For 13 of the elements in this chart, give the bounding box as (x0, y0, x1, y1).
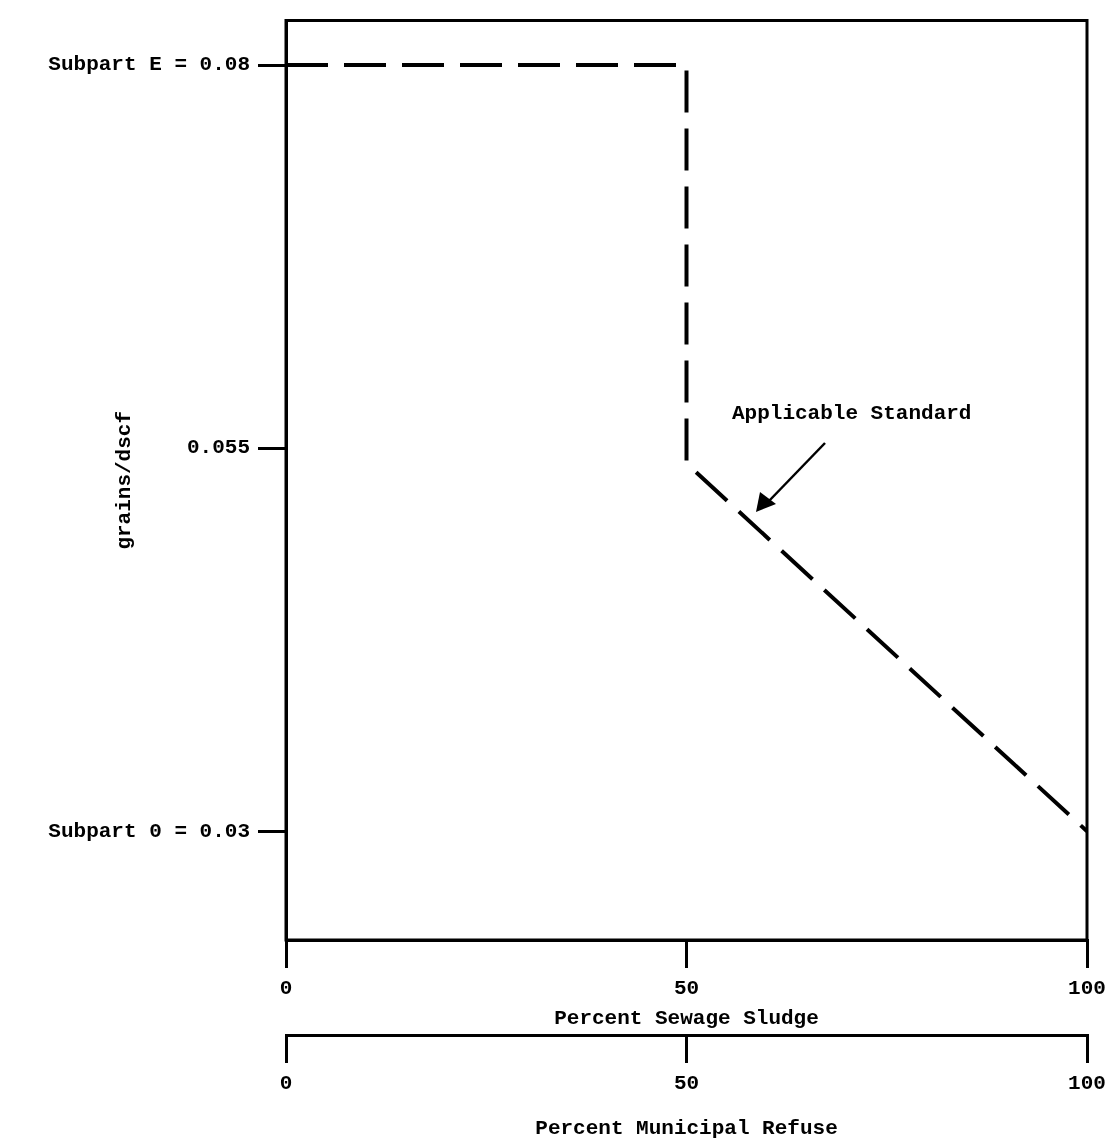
x2-tick-label: 100 (1068, 1071, 1106, 1095)
y-tick-label: 0.055 (186, 436, 250, 460)
x2-axis-title: Percent Municipal Refuse (535, 1116, 838, 1140)
y-tick-label: Subpart E = 0.08 (48, 53, 250, 77)
x-tick-label: 0 (279, 976, 293, 1000)
x-tick-label: 50 (673, 976, 700, 1000)
y-tick-label: Subpart 0 = 0.03 (48, 819, 250, 843)
annotation: Applicable Standard (732, 402, 972, 425)
x-tick-label: 100 (1068, 976, 1106, 1000)
y-axis-title: grains/dscf (113, 410, 137, 550)
x2-tick-label: 0 (279, 1071, 293, 1095)
x-axis-title: Percent Sewage Sludge (554, 1006, 819, 1030)
x2-tick-label: 50 (673, 1071, 700, 1095)
